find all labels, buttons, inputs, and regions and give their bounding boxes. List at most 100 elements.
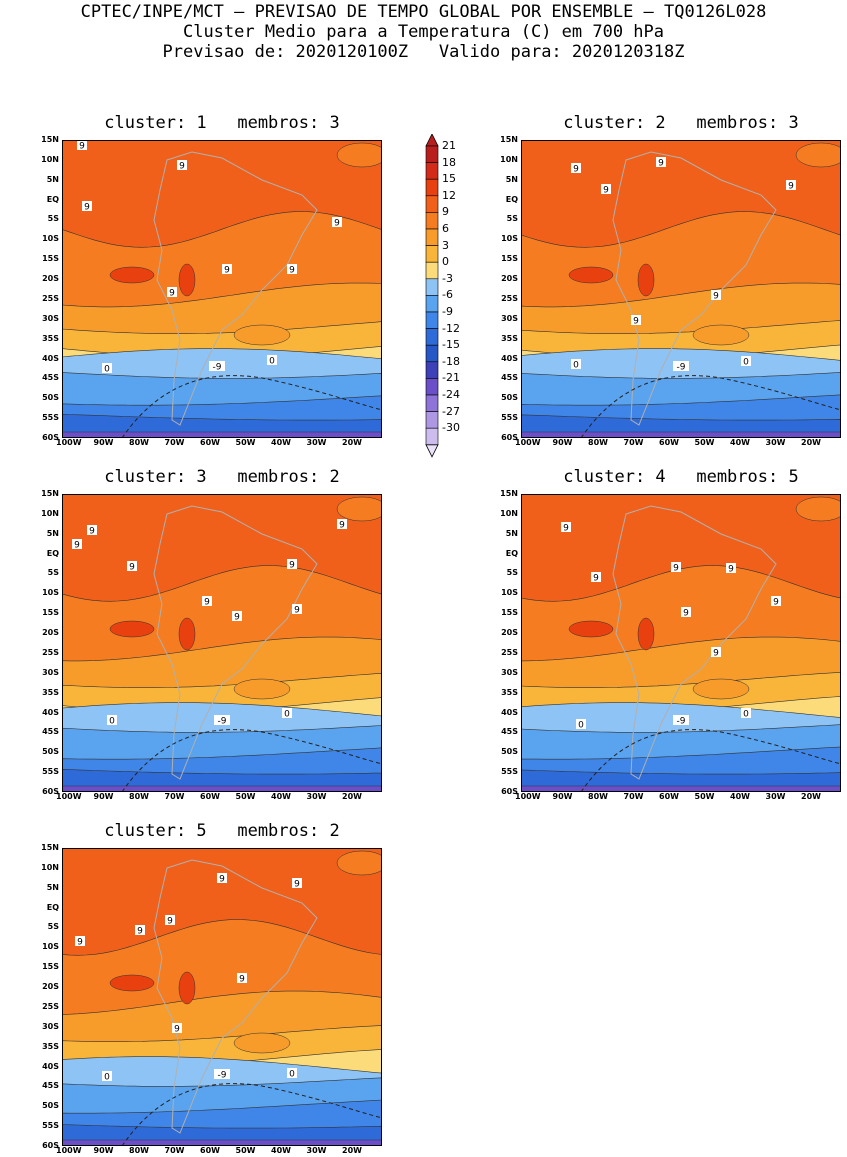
colorbar-swatch	[425, 162, 439, 180]
colorbar-label: 3	[442, 238, 449, 252]
svg-text:9: 9	[603, 186, 609, 196]
contour-label: 9	[75, 936, 85, 948]
header-line-3: Previsao de: 2020120100Z Valido para: 20…	[162, 42, 685, 62]
latitude-label: 55S	[501, 413, 518, 423]
latitude-label: 35S	[42, 1041, 59, 1051]
longitude-label: 20W	[342, 438, 362, 447]
temperature-band	[521, 431, 841, 438]
negative-contour	[121, 375, 382, 438]
colorbar-swatch	[425, 278, 439, 296]
colorbar-label: 9	[442, 205, 449, 219]
latitude-label: 55S	[42, 767, 59, 777]
svg-text:9: 9	[633, 317, 639, 327]
longitude-label: 90W	[552, 792, 573, 801]
colorbar-swatch	[425, 212, 439, 230]
contour-label: 9	[172, 1023, 182, 1035]
longitude-label: 30W	[765, 792, 786, 801]
longitude-label: 60W	[200, 1146, 220, 1155]
latitude-label: 20S	[501, 274, 518, 284]
panel-title: cluster: 1 membros: 3	[104, 113, 340, 133]
colorbar-swatches	[425, 134, 439, 458]
colorbar-swatch	[425, 328, 439, 346]
latitude-label: 40S	[42, 707, 59, 717]
colorbar-label: -24	[442, 388, 460, 401]
colorbar-swatch	[425, 145, 439, 163]
temperature-map: 9 9 9 9 9 9 0 0 -9	[521, 140, 841, 438]
temperature-cell	[178, 263, 196, 297]
colorbar-label: 21	[442, 139, 456, 152]
contour-label: 9	[217, 873, 227, 885]
svg-text:0: 0	[743, 358, 749, 368]
latitude-label: 20S	[42, 274, 59, 284]
temperature-band	[521, 785, 841, 792]
svg-text:0: 0	[578, 721, 584, 731]
contour-label: 9	[287, 559, 297, 571]
longitude-label: 20W	[342, 1146, 362, 1155]
latitude-label: 10S	[42, 588, 59, 598]
latitude-label: 30S	[42, 313, 59, 323]
temperature-cell	[178, 971, 196, 1005]
svg-text:9: 9	[219, 875, 225, 885]
latitude-label: 50S	[42, 747, 59, 757]
latitude-label: 15N	[41, 843, 59, 852]
latitude-label: 35S	[42, 333, 59, 343]
contour-label: -9	[214, 715, 230, 727]
colorbar-swatch	[425, 378, 439, 396]
latitude-label: 10S	[501, 234, 518, 244]
colorbar-swatch	[425, 228, 439, 246]
longitude-label: 60W	[200, 438, 220, 447]
latitude-label: 60S	[42, 1141, 59, 1150]
svg-text:9: 9	[788, 182, 794, 192]
longitude-label: 30W	[306, 1146, 327, 1155]
svg-text:9: 9	[169, 289, 175, 299]
latitude-label: 35S	[501, 333, 518, 343]
latitude-label: 5S	[506, 568, 518, 578]
latitude-label: 25S	[501, 293, 518, 303]
latitude-label: 25S	[501, 647, 518, 657]
contour-label: 9	[232, 611, 242, 623]
panel-title: cluster: 3 membros: 2	[104, 467, 340, 487]
colorbar-label: -3	[442, 271, 453, 285]
temperature-cell	[109, 974, 155, 992]
latitude-label: 15N	[41, 135, 59, 144]
svg-text:9: 9	[294, 606, 300, 616]
svg-text:9: 9	[294, 880, 300, 890]
temperature-cell	[692, 324, 750, 346]
longitude-label: 50W	[235, 438, 256, 447]
latitude-label: EQ	[46, 902, 59, 912]
svg-text:9: 9	[129, 563, 135, 573]
svg-text:9: 9	[713, 292, 719, 302]
latitude-label: 55S	[501, 767, 518, 777]
latitude-label: 60S	[42, 433, 59, 442]
longitude-label: 40W	[271, 792, 291, 801]
latitude-label: 5N	[505, 174, 518, 184]
colorbar-label: 6	[442, 222, 449, 235]
latitude-label: 10S	[42, 234, 59, 244]
longitude-label: 100W	[515, 792, 541, 801]
longitude-label: 80W	[588, 438, 608, 447]
latitude-label: 15S	[42, 962, 59, 972]
latitude-label: 60S	[501, 433, 518, 442]
longitude-label: 60W	[200, 792, 220, 801]
longitude-label: 20W	[342, 792, 362, 801]
longitude-label: 100W	[515, 438, 541, 447]
latitude-label: 5S	[47, 568, 59, 578]
contour-label: 9	[681, 607, 691, 619]
svg-text:9: 9	[573, 165, 579, 175]
temperature-map: 9 9 9 9 9 9 9 0 0 -9	[521, 494, 841, 792]
latitude-label: EQ	[505, 548, 518, 558]
latitude-label: 55S	[42, 1121, 59, 1131]
temperature-cell	[795, 496, 841, 522]
latitude-label: 15S	[501, 608, 518, 618]
svg-text:9: 9	[239, 975, 245, 985]
svg-text:9: 9	[773, 598, 779, 608]
latitude-label: 50S	[501, 747, 518, 757]
latitude-label: 30S	[501, 667, 518, 677]
colorbar-swatch	[425, 195, 439, 213]
temperature-band	[62, 785, 382, 792]
contour-label: 9	[631, 315, 641, 327]
latitude-label: 25S	[42, 293, 59, 303]
colorbar-swatch	[425, 245, 439, 263]
contour-label: 0	[576, 719, 586, 731]
longitude-label: 30W	[306, 438, 327, 447]
